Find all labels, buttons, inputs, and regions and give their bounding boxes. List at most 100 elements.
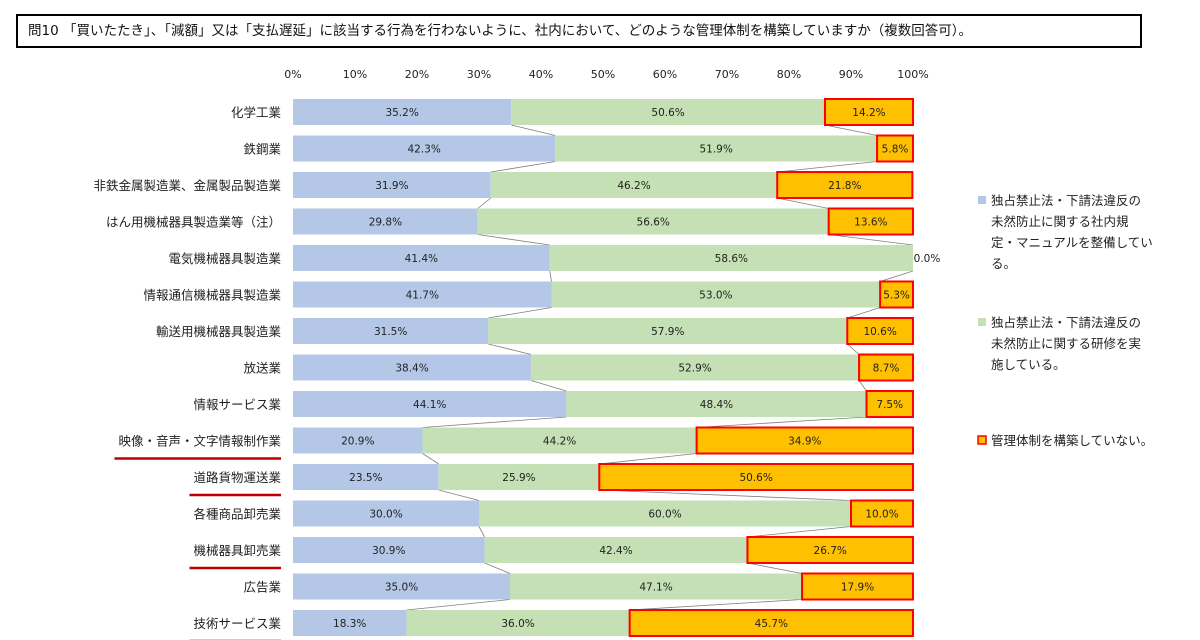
data-label: 57.9% bbox=[651, 326, 684, 338]
bar-segment bbox=[823, 98, 915, 126]
data-label: 35.0% bbox=[385, 582, 418, 594]
series-connector-line bbox=[599, 453, 697, 465]
x-tick-label: 70% bbox=[715, 68, 739, 81]
bar-segment bbox=[510, 573, 803, 600]
bar-segment bbox=[858, 353, 914, 382]
bar-segment bbox=[555, 135, 878, 162]
data-label: 8.7% bbox=[873, 363, 900, 375]
data-label: 44.2% bbox=[543, 436, 576, 448]
legend-swatch bbox=[977, 435, 987, 445]
data-label: 0.0% bbox=[914, 253, 941, 265]
data-label: 26.7% bbox=[814, 545, 847, 557]
bar-segment bbox=[477, 208, 829, 235]
legend-label: 管理体制を構築していない。 bbox=[991, 433, 1153, 448]
data-label: 14.2% bbox=[852, 107, 885, 119]
data-label: 58.6% bbox=[715, 253, 748, 265]
bar-segment bbox=[865, 390, 914, 418]
bar-segment bbox=[293, 464, 439, 490]
bar-segment bbox=[876, 134, 914, 163]
legend-label: 独占禁止法・下請法違反の bbox=[991, 315, 1141, 330]
bar-segment bbox=[490, 172, 778, 198]
series-connector-line bbox=[422, 416, 567, 428]
bar-segment bbox=[293, 172, 491, 198]
data-label: 29.8% bbox=[369, 217, 402, 229]
data-label: 52.9% bbox=[678, 363, 711, 375]
data-label: 45.7% bbox=[755, 618, 788, 630]
legend-label: 未然防止に関する社内規 bbox=[991, 214, 1129, 229]
series-connector-line bbox=[530, 380, 567, 392]
data-label: 46.2% bbox=[617, 180, 650, 192]
data-label: 23.5% bbox=[349, 472, 382, 484]
x-tick-label: 60% bbox=[653, 68, 677, 81]
series-connector-line bbox=[747, 526, 852, 538]
data-label: 20.9% bbox=[341, 436, 374, 448]
series-connector-line bbox=[880, 270, 914, 282]
data-label: 50.6% bbox=[651, 107, 684, 119]
bar-segment bbox=[846, 317, 915, 345]
category-label: 化学工業 bbox=[231, 105, 282, 120]
data-label: 60.0% bbox=[648, 509, 681, 521]
bar-segment bbox=[293, 610, 407, 636]
legend-swatch bbox=[978, 196, 986, 204]
bar-segment bbox=[827, 207, 914, 236]
series-connector-line bbox=[847, 343, 860, 355]
bar-segment bbox=[549, 245, 913, 271]
bar-segment bbox=[551, 281, 881, 308]
series-connector-line bbox=[599, 489, 852, 501]
bar-segment bbox=[628, 609, 914, 637]
series-connector-line bbox=[478, 526, 485, 538]
series-connector-line bbox=[422, 453, 439, 465]
data-label: 31.5% bbox=[374, 326, 407, 338]
series-connector-line bbox=[549, 270, 552, 282]
data-label: 7.5% bbox=[876, 399, 903, 411]
data-label: 25.9% bbox=[502, 472, 535, 484]
data-label: 42.3% bbox=[407, 144, 440, 156]
data-label: 30.0% bbox=[369, 509, 402, 521]
category-label: 機械器具卸売業 bbox=[193, 543, 281, 558]
category-label: 映像・音声・文字情報制作業 bbox=[118, 434, 281, 449]
series-connector-line bbox=[629, 599, 803, 611]
x-tick-label: 80% bbox=[777, 68, 801, 81]
data-label: 17.9% bbox=[841, 582, 874, 594]
series-connector-line bbox=[488, 343, 532, 355]
bar-segment bbox=[293, 354, 532, 381]
series-connector-line bbox=[747, 562, 803, 574]
x-tick-label: 40% bbox=[529, 68, 553, 81]
series-connector-line bbox=[847, 307, 881, 319]
x-tick-label: 100% bbox=[897, 68, 928, 81]
series-connector-line bbox=[777, 197, 829, 209]
series-connector-line bbox=[477, 234, 550, 246]
bar-segment bbox=[293, 99, 512, 125]
data-label: 56.6% bbox=[637, 217, 670, 229]
bar-segment bbox=[293, 318, 489, 344]
x-tick-label: 0% bbox=[284, 68, 301, 81]
category-label: 輸送用機械器具製造業 bbox=[156, 324, 282, 339]
data-label: 41.4% bbox=[405, 253, 438, 265]
category-label: はん用機械器具製造業等（注） bbox=[106, 215, 281, 230]
series-connector-line bbox=[477, 197, 492, 209]
data-label: 53.0% bbox=[699, 290, 732, 302]
data-label: 36.0% bbox=[501, 618, 534, 630]
bar-segment bbox=[598, 463, 915, 491]
x-tick-label: 10% bbox=[343, 68, 367, 81]
data-label: 38.4% bbox=[395, 363, 428, 375]
bar-segment bbox=[422, 427, 697, 454]
data-label: 10.6% bbox=[863, 326, 896, 338]
series-connector-line bbox=[438, 489, 480, 501]
bar-segment bbox=[850, 499, 914, 528]
category-label: 鉄鋼業 bbox=[243, 142, 281, 157]
bar-segment bbox=[293, 427, 423, 454]
data-label: 13.6% bbox=[854, 217, 887, 229]
bar-segment bbox=[293, 573, 510, 600]
bar-segment bbox=[746, 536, 915, 564]
data-label: 18.3% bbox=[333, 618, 366, 630]
series-connector-line bbox=[777, 161, 878, 173]
series-connector-line bbox=[828, 234, 914, 246]
bar-segment bbox=[801, 572, 915, 601]
data-label: 51.9% bbox=[699, 144, 732, 156]
x-tick-label: 50% bbox=[591, 68, 615, 81]
series-connector-line bbox=[696, 416, 867, 428]
legend-label: る。 bbox=[991, 256, 1016, 271]
bar-segment bbox=[531, 354, 860, 381]
